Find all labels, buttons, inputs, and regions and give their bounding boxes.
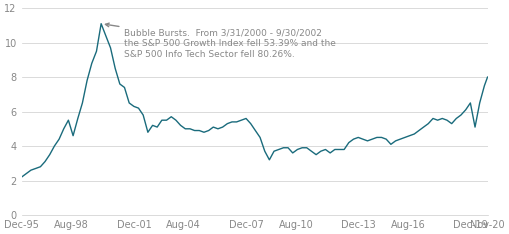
Text: Bubble Bursts.  From 3/31/2000 - 9/30/2002
the S&P 500 Growth Index fell 53.39% : Bubble Bursts. From 3/31/2000 - 9/30/200…: [105, 23, 336, 59]
